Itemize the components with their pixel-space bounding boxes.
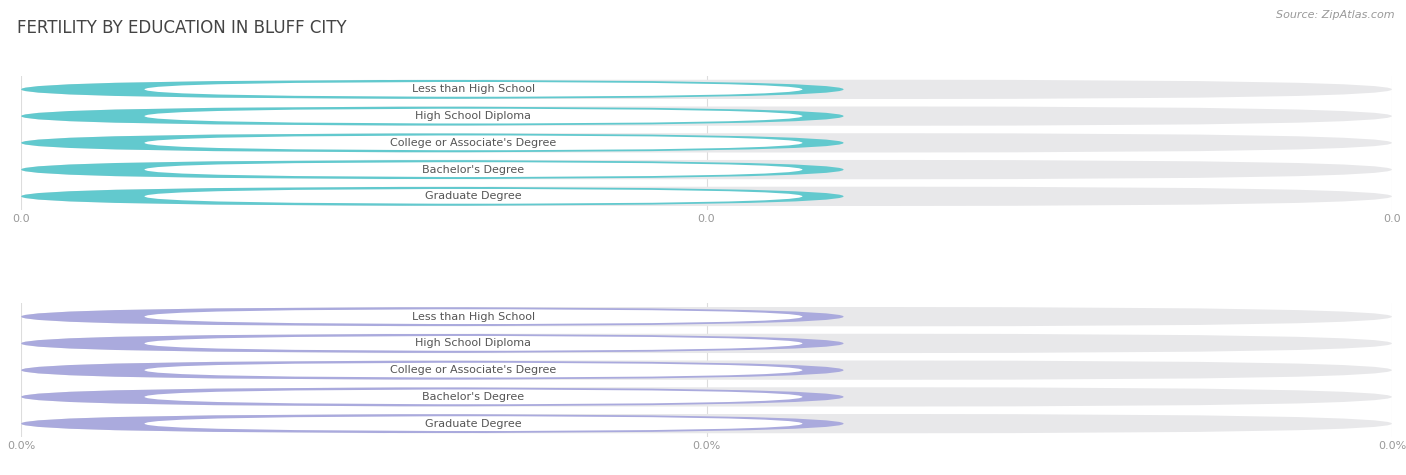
Text: 0.0: 0.0 [676,191,696,201]
FancyBboxPatch shape [145,135,803,151]
FancyBboxPatch shape [21,80,844,99]
Text: Bachelor's Degree: Bachelor's Degree [422,392,524,402]
FancyBboxPatch shape [21,334,1392,353]
Text: College or Associate's Degree: College or Associate's Degree [391,138,557,148]
FancyBboxPatch shape [145,336,803,351]
FancyBboxPatch shape [21,334,844,353]
FancyBboxPatch shape [145,362,803,378]
FancyBboxPatch shape [145,189,803,204]
Text: FERTILITY BY EDUCATION IN BLUFF CITY: FERTILITY BY EDUCATION IN BLUFF CITY [17,19,346,37]
FancyBboxPatch shape [21,106,1392,126]
Text: 0.0%: 0.0% [665,392,696,402]
Text: 0.0: 0.0 [676,138,696,148]
FancyBboxPatch shape [21,361,1392,380]
Text: 0.0: 0.0 [676,85,696,95]
Text: 0.0: 0.0 [676,111,696,121]
FancyBboxPatch shape [21,387,1392,407]
FancyBboxPatch shape [21,307,1392,326]
FancyBboxPatch shape [21,414,1392,433]
Text: Bachelor's Degree: Bachelor's Degree [422,165,524,175]
FancyBboxPatch shape [145,390,803,404]
Text: High School Diploma: High School Diploma [415,111,531,121]
FancyBboxPatch shape [21,307,844,326]
Text: 0.0%: 0.0% [665,338,696,348]
FancyBboxPatch shape [21,187,1392,206]
FancyBboxPatch shape [21,133,844,152]
FancyBboxPatch shape [21,160,844,179]
Text: Less than High School: Less than High School [412,312,536,322]
FancyBboxPatch shape [21,160,1392,179]
Text: 0.0%: 0.0% [665,418,696,428]
Text: 0.0: 0.0 [676,165,696,175]
FancyBboxPatch shape [21,361,844,380]
FancyBboxPatch shape [145,82,803,97]
FancyBboxPatch shape [145,109,803,124]
FancyBboxPatch shape [145,162,803,177]
Text: Graduate Degree: Graduate Degree [425,191,522,201]
FancyBboxPatch shape [21,133,1392,152]
FancyBboxPatch shape [145,309,803,324]
FancyBboxPatch shape [21,187,844,206]
FancyBboxPatch shape [21,80,1392,99]
FancyBboxPatch shape [21,387,844,407]
Text: Less than High School: Less than High School [412,85,536,95]
FancyBboxPatch shape [21,106,844,126]
FancyBboxPatch shape [21,414,844,433]
Text: 0.0%: 0.0% [665,312,696,322]
Text: 0.0%: 0.0% [665,365,696,375]
Text: High School Diploma: High School Diploma [415,338,531,348]
FancyBboxPatch shape [145,416,803,431]
Text: Graduate Degree: Graduate Degree [425,418,522,428]
Text: College or Associate's Degree: College or Associate's Degree [391,365,557,375]
Text: Source: ZipAtlas.com: Source: ZipAtlas.com [1277,10,1395,19]
